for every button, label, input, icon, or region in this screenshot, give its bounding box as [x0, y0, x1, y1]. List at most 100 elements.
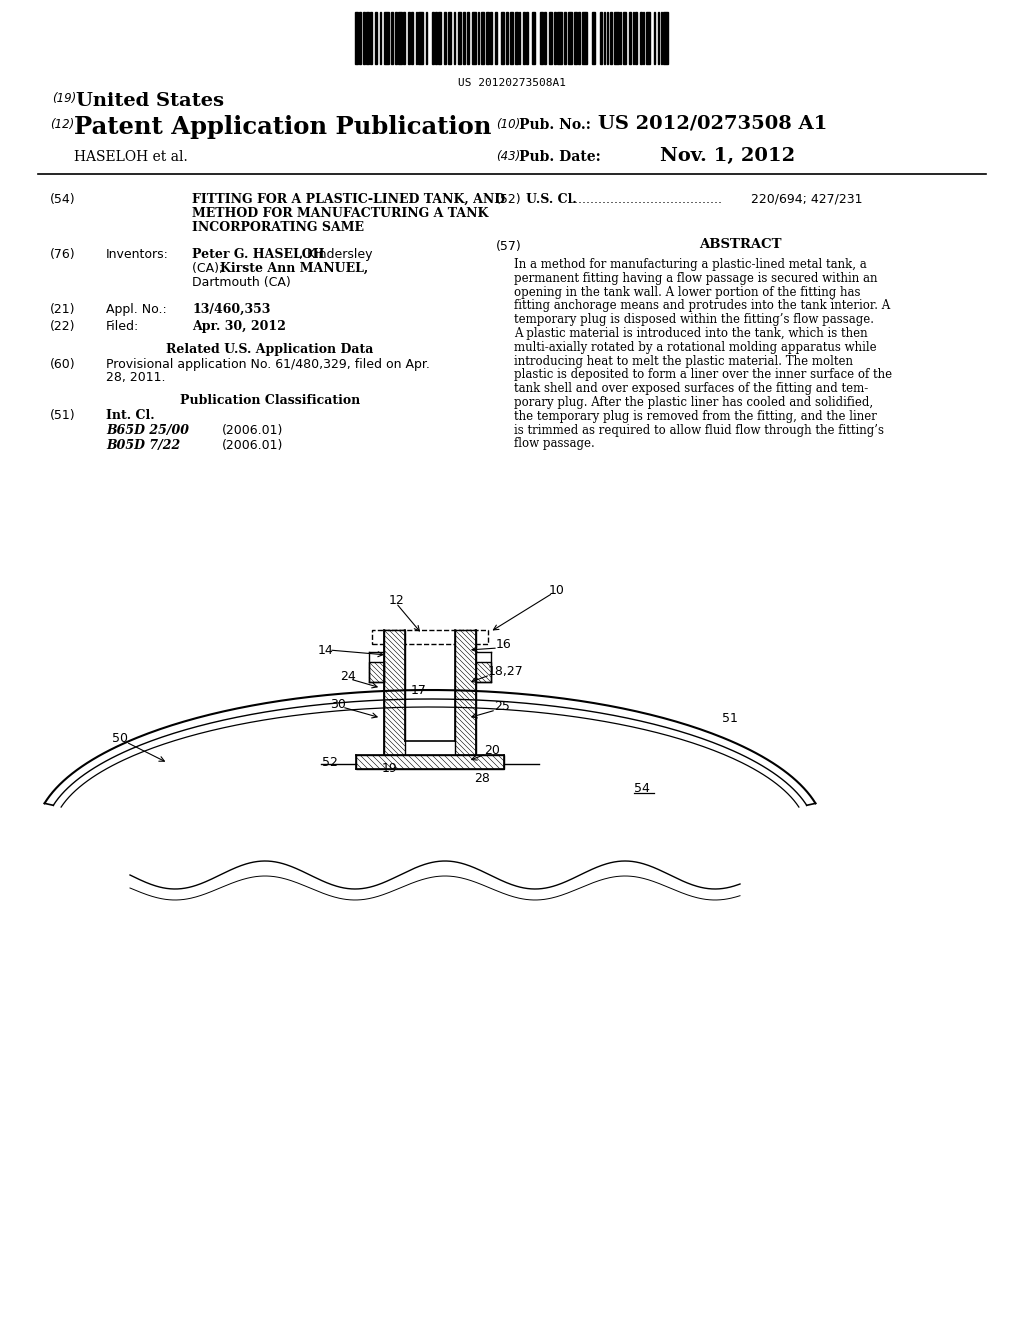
Text: 14: 14: [318, 644, 334, 656]
Bar: [544, 12, 546, 63]
Bar: [629, 12, 631, 63]
Bar: [646, 12, 650, 63]
Text: 28, 2011.: 28, 2011.: [106, 371, 166, 384]
Text: porary plug. After the plastic liner has cooled and solidified,: porary plug. After the plastic liner has…: [514, 396, 873, 409]
Bar: [384, 12, 389, 63]
Text: ABSTRACT: ABSTRACT: [698, 238, 781, 251]
Bar: [549, 12, 552, 63]
Bar: [481, 12, 484, 63]
Text: (60): (60): [50, 358, 76, 371]
Text: (43): (43): [496, 150, 520, 162]
Text: 19: 19: [382, 763, 397, 776]
Bar: [356, 755, 504, 770]
Bar: [362, 12, 365, 63]
Bar: [557, 12, 562, 63]
Bar: [663, 12, 668, 63]
Text: (54): (54): [50, 193, 76, 206]
Bar: [623, 12, 626, 63]
Bar: [486, 12, 489, 63]
Bar: [355, 12, 358, 63]
Text: 12: 12: [389, 594, 404, 606]
Text: , Kindersley: , Kindersley: [299, 248, 373, 261]
Bar: [411, 12, 413, 63]
Bar: [635, 12, 637, 63]
Bar: [506, 12, 508, 63]
Bar: [540, 12, 543, 63]
Bar: [600, 12, 602, 63]
Bar: [640, 12, 642, 63]
Bar: [523, 12, 525, 63]
Text: Int. Cl.: Int. Cl.: [106, 409, 155, 422]
Text: 16: 16: [496, 639, 512, 652]
Bar: [418, 12, 423, 63]
Text: (21): (21): [50, 304, 76, 315]
Text: permanent fitting having a flow passage is secured within an: permanent fitting having a flow passage …: [514, 272, 878, 285]
Bar: [384, 630, 406, 755]
Bar: [444, 12, 446, 63]
Bar: [564, 12, 566, 63]
Text: Kirste Ann MANUEL,: Kirste Ann MANUEL,: [220, 261, 369, 275]
Text: Patent Application Publication: Patent Application Publication: [74, 115, 492, 139]
Bar: [614, 12, 618, 63]
Text: Related U.S. Application Data: Related U.S. Application Data: [166, 343, 374, 356]
Text: (12): (12): [50, 117, 75, 131]
Bar: [398, 12, 402, 63]
Text: 28: 28: [474, 771, 489, 784]
Text: 24: 24: [340, 669, 355, 682]
Bar: [370, 12, 372, 63]
Text: Dartmouth (CA): Dartmouth (CA): [193, 276, 291, 289]
Bar: [510, 12, 513, 63]
Bar: [438, 12, 441, 63]
Text: U.S. Cl.: U.S. Cl.: [526, 193, 577, 206]
Text: Filed:: Filed:: [106, 319, 139, 333]
Text: B65D 25/00: B65D 25/00: [106, 424, 189, 437]
Bar: [463, 12, 465, 63]
Text: HASELOH et al.: HASELOH et al.: [74, 150, 187, 164]
Text: 51: 51: [722, 711, 738, 725]
Text: (CA);: (CA);: [193, 261, 227, 275]
Text: FITTING FOR A PLASTIC-LINED TANK, AND: FITTING FOR A PLASTIC-LINED TANK, AND: [193, 193, 505, 206]
Bar: [554, 12, 556, 63]
Text: B05D 7/22: B05D 7/22: [106, 440, 180, 451]
Bar: [375, 12, 377, 63]
Text: Provisional application No. 61/480,329, filed on Apr.: Provisional application No. 61/480,329, …: [106, 358, 430, 371]
Text: (2006.01): (2006.01): [222, 424, 284, 437]
Bar: [408, 12, 410, 63]
Bar: [582, 12, 587, 63]
Text: (51): (51): [50, 409, 76, 422]
Text: tank shell and over exposed surfaces of the fitting and tem-: tank shell and over exposed surfaces of …: [514, 383, 868, 395]
Text: 50: 50: [112, 731, 128, 744]
Text: US 20120273508A1: US 20120273508A1: [458, 78, 566, 88]
Text: 54: 54: [634, 783, 650, 796]
Bar: [449, 12, 451, 63]
Text: In a method for manufacturing a plastic-lined metal tank, a: In a method for manufacturing a plastic-…: [514, 257, 866, 271]
Text: 13/460,353: 13/460,353: [193, 304, 270, 315]
Text: A plastic material is introduced into the tank, which is then: A plastic material is introduced into th…: [514, 327, 867, 341]
Text: INCORPORATING SAME: INCORPORATING SAME: [193, 220, 364, 234]
Text: 30: 30: [330, 697, 346, 710]
Bar: [372, 630, 488, 644]
Bar: [359, 12, 361, 63]
Text: Apr. 30, 2012: Apr. 30, 2012: [193, 319, 286, 333]
Bar: [501, 12, 504, 63]
Bar: [568, 12, 572, 63]
Text: plastic is deposited to form a liner over the inner surface of the: plastic is deposited to form a liner ove…: [514, 368, 892, 381]
Text: 10: 10: [549, 583, 565, 597]
Text: (2006.01): (2006.01): [222, 440, 284, 451]
Bar: [458, 12, 461, 63]
Text: US 2012/0273508 A1: US 2012/0273508 A1: [598, 115, 827, 133]
Text: fitting anchorage means and protrudes into the tank interior. A: fitting anchorage means and protrudes in…: [514, 300, 890, 313]
Bar: [395, 12, 397, 63]
Bar: [369, 663, 384, 682]
Text: is trimmed as required to allow fluid flow through the fitting’s: is trimmed as required to allow fluid fl…: [514, 424, 884, 437]
Text: 25: 25: [494, 701, 510, 714]
Text: 18,27: 18,27: [488, 665, 523, 678]
Text: opening in the tank wall. A lower portion of the fitting has: opening in the tank wall. A lower portio…: [514, 285, 860, 298]
Bar: [472, 12, 476, 63]
Text: the temporary plug is removed from the fitting, and the liner: the temporary plug is removed from the f…: [514, 409, 877, 422]
Text: Pub. No.:: Pub. No.:: [519, 117, 591, 132]
Text: introducing heat to melt the plastic material. The molten: introducing heat to melt the plastic mat…: [514, 355, 853, 367]
Bar: [592, 12, 595, 63]
Bar: [366, 12, 369, 63]
Bar: [455, 630, 476, 755]
